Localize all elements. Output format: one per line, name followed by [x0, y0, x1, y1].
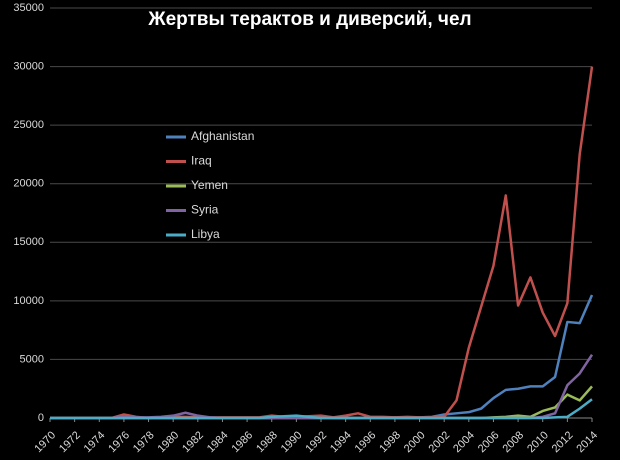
legend-label: Syria: [191, 203, 219, 217]
legend-label: Libya: [191, 227, 220, 241]
series-line: [50, 294, 594, 420]
series-line: [50, 354, 594, 420]
x-tick-label: 1988: [254, 429, 280, 455]
legend-label: Iraq: [191, 154, 212, 168]
x-tick-label: 1990: [279, 429, 305, 455]
chart-title: Жертвы терактов и диверсий, чел: [147, 9, 471, 30]
x-tick-label: 1970: [32, 429, 58, 455]
x-tick-label: 1974: [82, 429, 108, 455]
x-tick-label: 1996: [353, 429, 379, 455]
y-tick-label: 25000: [13, 119, 44, 131]
series-line: [50, 398, 593, 420]
y-tick-label: 15000: [13, 236, 44, 248]
legend-label: Yemen: [191, 178, 228, 192]
x-tick-label: 2008: [500, 429, 526, 455]
x-tick-label: 1982: [180, 429, 206, 455]
y-tick-label: 20000: [13, 178, 44, 190]
x-tick-label: 1998: [377, 429, 403, 455]
x-tick-label: 1972: [57, 429, 83, 455]
x-tick-label: 1986: [229, 429, 255, 455]
y-tick-label: 0: [38, 412, 44, 424]
x-tick-label: 2014: [574, 429, 600, 455]
x-tick-label: 2006: [476, 429, 502, 455]
x-tick-label: 2000: [402, 429, 428, 455]
legend-label: Afghanistan: [191, 129, 254, 143]
x-tick-label: 1980: [156, 429, 182, 455]
y-tick-label: 30000: [13, 60, 44, 72]
series-line: [50, 385, 593, 420]
y-tick-label: 5000: [20, 353, 44, 365]
x-tick-label: 2004: [451, 429, 477, 455]
x-tick-label: 1978: [131, 429, 157, 455]
x-tick-label: 1992: [303, 429, 329, 455]
x-tick-label: 2010: [525, 429, 551, 455]
x-tick-label: 1984: [205, 429, 231, 455]
x-tick-label: 2002: [427, 429, 453, 455]
x-tick-label: 1976: [106, 429, 132, 455]
y-tick-label: 35000: [13, 2, 44, 14]
x-tick-label: 2012: [550, 429, 576, 455]
x-tick-label: 1994: [328, 429, 354, 455]
y-tick-label: 10000: [13, 295, 44, 307]
